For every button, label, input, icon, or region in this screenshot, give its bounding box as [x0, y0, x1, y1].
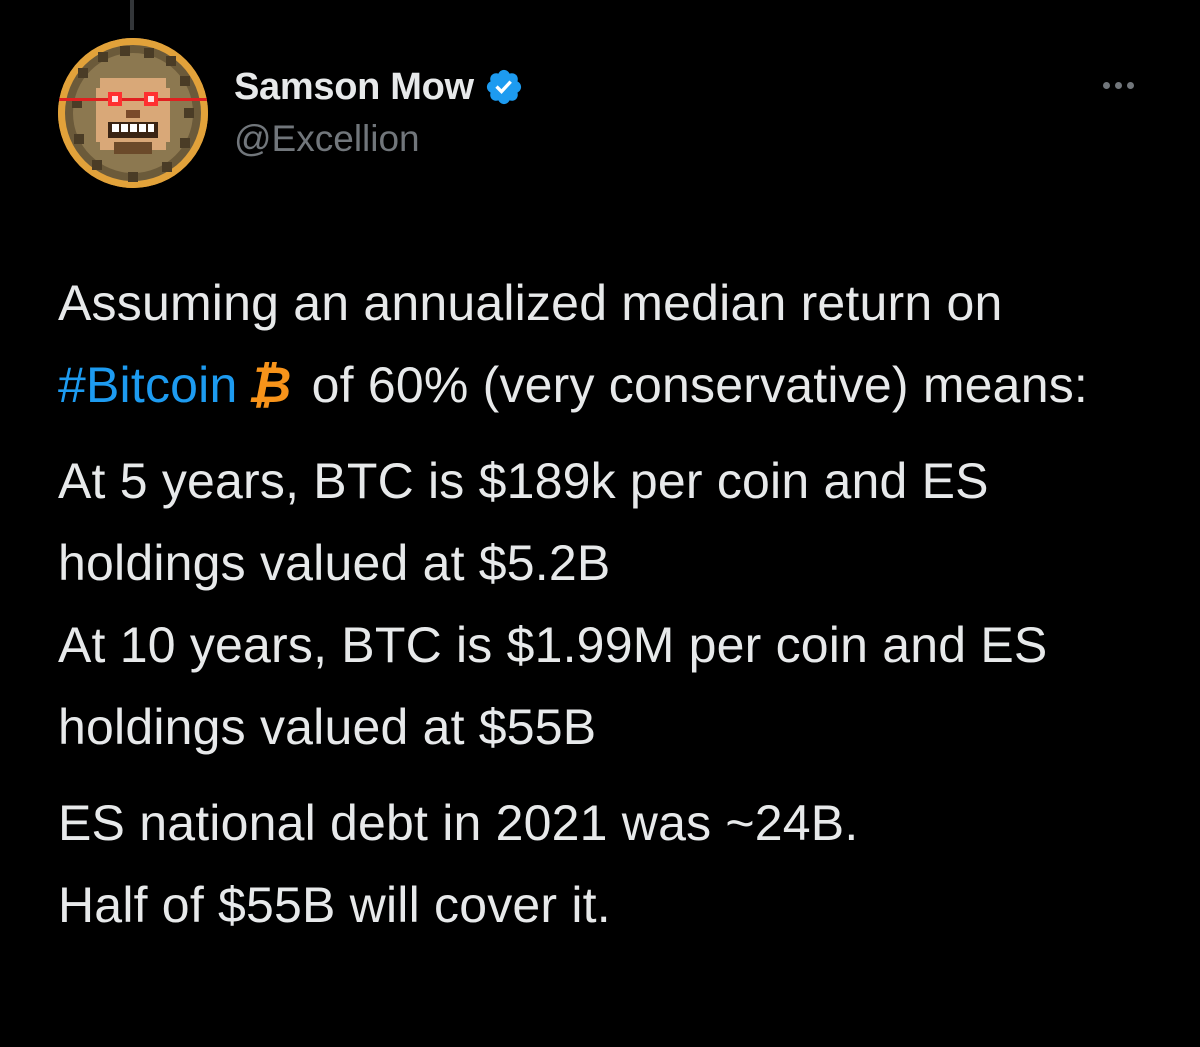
tweet-text: Assuming an annualized median return on … — [58, 262, 1178, 946]
tweet-text-segment: of 60% (very conservative) means: — [297, 357, 1088, 413]
tweet-text-line: At 5 years, BTC is $189k per coin and ES… — [58, 453, 989, 591]
avatar-lion-image — [58, 38, 208, 188]
more-options-icon — [1102, 81, 1110, 89]
tweet-text-line: Half of $55B will cover it. — [58, 877, 611, 933]
hashtag-link[interactable]: #Bitcoin — [58, 357, 238, 413]
tweet-text-segment: Assuming an annualized median return on — [58, 275, 1003, 331]
avatar[interactable] — [58, 38, 208, 188]
author-display-name[interactable]: Samson Mow — [234, 65, 474, 108]
tweet-text-line: At 10 years, BTC is $1.99M per coin and … — [58, 617, 1048, 755]
bitcoin-icon: ₿ — [247, 357, 292, 413]
more-options-dot — [1126, 81, 1134, 89]
author-handle[interactable]: @Excellion — [234, 118, 420, 159]
tweet-paragraph: At 5 years, BTC is $189k per coin and ES… — [58, 440, 1178, 768]
thread-connector-line — [130, 0, 134, 30]
verified-badge-icon — [484, 67, 524, 107]
more-options-button[interactable] — [1096, 70, 1140, 100]
tweet-text-line: ES national debt in 2021 was ~24B. — [58, 795, 859, 851]
tweet-paragraph: ES national debt in 2021 was ~24B. Half … — [58, 782, 1178, 946]
tweet-paragraph: Assuming an annualized median return on … — [58, 262, 1178, 426]
more-options-dot — [1114, 81, 1122, 89]
